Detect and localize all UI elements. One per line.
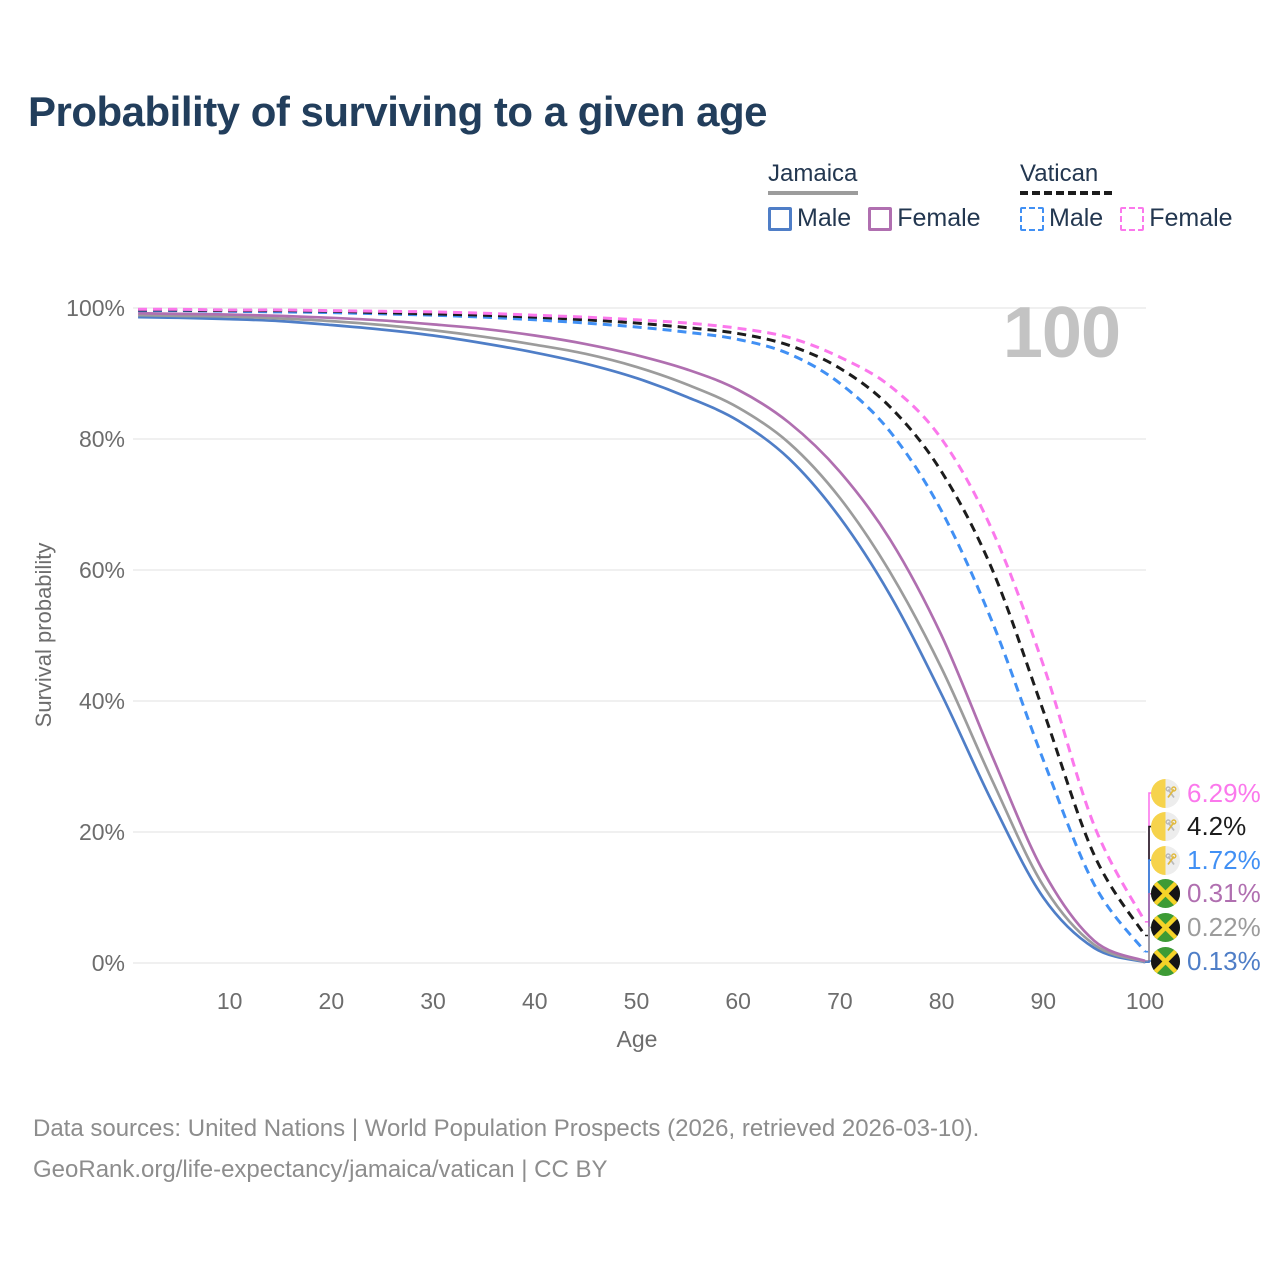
x-tick-10: 10 — [216, 988, 243, 1014]
x-tick-70: 70 — [827, 988, 853, 1014]
end-label-jamaica-female: 0.31% — [1151, 878, 1261, 910]
x-tick-90: 90 — [1030, 988, 1057, 1014]
end-label-vatican-female: 6.29% — [1151, 777, 1261, 809]
end-label-vatican-both-sexes: 4.2% — [1151, 811, 1246, 843]
vatican-male-swatch — [1020, 206, 1044, 231]
curve-vatican-both-sexes — [138, 308, 1147, 937]
footer: Data sources: United Nations | World Pop… — [33, 1108, 979, 1190]
x-tick-100: 100 — [1125, 988, 1165, 1014]
y-tick-40: 40% — [78, 688, 125, 714]
x-axis-title: Age — [616, 1026, 658, 1052]
end-value-vatican-female: 6.29% — [1187, 777, 1261, 808]
x-tick-20: 20 — [318, 988, 345, 1014]
jamaica-female-label: Female — [897, 204, 981, 232]
end-value-jamaica-male: 0.13% — [1187, 945, 1261, 976]
y-tick-0: 0% — [91, 950, 125, 976]
legend-country-jamaica: Jamaica — [768, 160, 858, 187]
end-label-jamaica-male: 0.13% — [1151, 945, 1261, 977]
end-label-vatican-male: 1.72% — [1151, 844, 1261, 876]
legend-item-jamaica-male[interactable]: Male — [768, 204, 851, 233]
y-axis-title: Survival probability — [31, 542, 56, 728]
x-tick-30: 30 — [420, 988, 446, 1014]
jamaica-flag-icon — [1151, 946, 1180, 976]
x-tick-80: 80 — [928, 988, 955, 1014]
end-label-connector-jamaica-male — [1145, 960, 1152, 963]
jamaica-flag-icon — [1151, 879, 1180, 909]
legend-country-vatican: Vatican — [1020, 160, 1099, 187]
legend-item-vatican-female[interactable]: Female — [1120, 204, 1233, 233]
vatican-female-swatch — [1120, 206, 1145, 231]
end-value-jamaica-female: 0.31% — [1187, 878, 1261, 909]
x-tick-40: 40 — [521, 988, 548, 1014]
vatican-flag-icon — [1151, 778, 1180, 808]
legend-jamaica-combined-line-swatch — [768, 191, 858, 195]
jamaica-female-swatch — [868, 206, 893, 231]
jamaica-male-swatch — [768, 206, 792, 231]
curve-vatican-male — [138, 309, 1147, 953]
vatican-female-label: Female — [1149, 204, 1233, 232]
jamaica-male-label: Male — [797, 204, 852, 232]
legend-vatican-combined-line-swatch — [1020, 191, 1112, 195]
curve-vatican-female — [138, 307, 1147, 923]
footer-data-sources: Data sources: United Nations | World Pop… — [33, 1115, 980, 1142]
page-title: Probability of surviving to a given age — [28, 88, 767, 135]
footer-attribution: GeoRank.org/life-expectancy/jamaica/vati… — [33, 1156, 608, 1183]
y-tick-100: 100% — [66, 295, 125, 321]
y-tick-60: 60% — [78, 557, 125, 583]
end-value-jamaica-both-sexes: 0.22% — [1187, 911, 1261, 942]
jamaica-flag-icon — [1151, 912, 1180, 942]
curve-jamaica-both-sexes — [138, 313, 1146, 963]
end-value-vatican-male: 1.72% — [1187, 844, 1261, 875]
end-value-vatican-both-sexes: 4.2% — [1187, 811, 1247, 842]
vatican-flag-icon — [1151, 845, 1180, 875]
x-tick-60: 60 — [725, 988, 751, 1014]
y-tick-20: 20% — [78, 819, 125, 845]
vatican-flag-icon — [1151, 812, 1180, 842]
y-tick-80: 80% — [78, 426, 125, 452]
legend-item-vatican-male[interactable]: Male — [1020, 204, 1103, 233]
x-tick-50: 50 — [623, 988, 650, 1014]
age-100-watermark: 100 — [1002, 293, 1121, 373]
legend-group-vatican: Vatican Male Female — [1020, 160, 1233, 233]
legend-item-jamaica-female[interactable]: Female — [868, 204, 981, 233]
end-label-jamaica-both-sexes: 0.22% — [1151, 911, 1261, 943]
vatican-male-label: Male — [1049, 204, 1104, 232]
legend-group-jamaica: Jamaica Male Female — [768, 160, 981, 233]
curve-jamaica-male — [138, 315, 1146, 964]
curve-jamaica-female — [138, 311, 1146, 963]
